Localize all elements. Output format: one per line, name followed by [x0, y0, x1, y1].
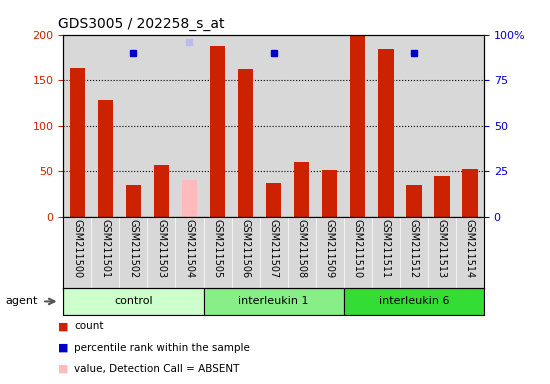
Bar	[288, 217, 316, 288]
Text: GSM211505: GSM211505	[212, 219, 223, 278]
Text: GSM211507: GSM211507	[268, 219, 279, 278]
Bar	[210, 46, 226, 217]
Bar	[97, 100, 113, 217]
Bar	[119, 35, 147, 217]
Text: GDS3005 / 202258_s_at: GDS3005 / 202258_s_at	[58, 17, 224, 31]
Bar	[91, 35, 119, 217]
Bar	[175, 35, 204, 217]
Text: GSM211512: GSM211512	[409, 219, 419, 278]
Bar	[294, 162, 310, 217]
Text: GSM211513: GSM211513	[437, 219, 447, 278]
Bar	[428, 35, 456, 217]
Bar	[63, 35, 91, 217]
Bar	[204, 35, 232, 217]
Bar	[232, 217, 260, 288]
Text: ■: ■	[58, 364, 68, 374]
Text: GSM211511: GSM211511	[381, 219, 391, 278]
Bar	[400, 35, 428, 217]
Bar	[147, 217, 175, 288]
Bar	[266, 183, 282, 217]
Text: GSM211510: GSM211510	[353, 219, 363, 278]
Bar	[456, 35, 484, 217]
Text: GSM211502: GSM211502	[128, 219, 139, 278]
Text: GSM211509: GSM211509	[324, 219, 335, 278]
Text: GSM211500: GSM211500	[72, 219, 82, 278]
Bar	[372, 35, 400, 217]
Text: interleukin 6: interleukin 6	[378, 296, 449, 306]
Text: count: count	[74, 321, 104, 331]
Text: GSM211514: GSM211514	[465, 219, 475, 278]
Bar	[344, 288, 484, 315]
Bar	[63, 288, 204, 315]
Bar	[175, 217, 204, 288]
Bar	[182, 180, 197, 217]
Text: GSM211501: GSM211501	[100, 219, 111, 278]
Text: GSM211503: GSM211503	[156, 219, 167, 278]
Text: ■: ■	[58, 321, 68, 331]
Bar	[204, 288, 344, 315]
Bar	[232, 35, 260, 217]
Text: value, Detection Call = ABSENT: value, Detection Call = ABSENT	[74, 364, 240, 374]
Bar	[69, 68, 85, 217]
Bar	[350, 36, 366, 217]
Bar	[260, 35, 288, 217]
Bar	[434, 176, 450, 217]
Bar	[260, 217, 288, 288]
Bar	[428, 217, 456, 288]
Bar	[462, 169, 478, 217]
Bar	[153, 165, 169, 217]
Bar	[344, 217, 372, 288]
Bar	[204, 217, 232, 288]
Text: ■: ■	[58, 343, 68, 353]
Bar	[316, 217, 344, 288]
Text: GSM211506: GSM211506	[240, 219, 251, 278]
Bar	[91, 217, 119, 288]
Bar	[288, 35, 316, 217]
Bar	[125, 185, 141, 217]
Bar	[322, 170, 338, 217]
Bar	[119, 217, 147, 288]
Text: percentile rank within the sample: percentile rank within the sample	[74, 343, 250, 353]
Bar	[378, 49, 394, 217]
Bar	[147, 35, 175, 217]
Bar	[316, 35, 344, 217]
Bar	[406, 185, 422, 217]
Text: GSM211508: GSM211508	[296, 219, 307, 278]
Bar	[456, 217, 484, 288]
Text: control: control	[114, 296, 153, 306]
Bar	[63, 217, 91, 288]
Text: agent: agent	[6, 296, 38, 306]
Bar	[238, 69, 254, 217]
Bar	[344, 35, 372, 217]
Bar	[400, 217, 428, 288]
Text: GSM211504: GSM211504	[184, 219, 195, 278]
Text: interleukin 1: interleukin 1	[238, 296, 309, 306]
Bar	[372, 217, 400, 288]
